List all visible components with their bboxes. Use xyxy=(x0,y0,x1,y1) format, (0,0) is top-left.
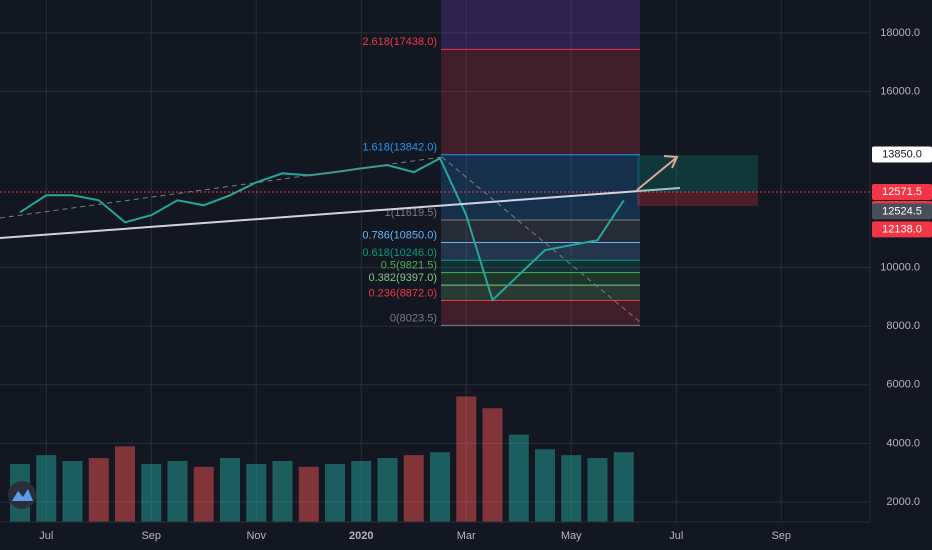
volume-bar xyxy=(508,434,529,522)
fib-zone xyxy=(441,49,640,155)
volume-bar xyxy=(587,458,608,522)
fib-zone xyxy=(441,260,640,273)
volume-bar xyxy=(88,458,109,522)
y-tick-label: 10000.0 xyxy=(880,261,920,273)
fib-label: 2.618(17438.0) xyxy=(362,36,437,48)
fib-label: 0.5(9821.5) xyxy=(381,260,437,272)
x-tick-label: Sep xyxy=(141,530,161,542)
volume-bar xyxy=(430,452,450,522)
volume-bar xyxy=(272,461,293,522)
volume-bar xyxy=(403,455,424,522)
volume-bar xyxy=(220,458,240,522)
price-tag xyxy=(872,221,932,238)
x-tick-label: Jul xyxy=(39,530,53,542)
fib-zone xyxy=(441,154,640,220)
x-tick-label: Nov xyxy=(246,530,266,542)
fib-label: 1(11619.5) xyxy=(385,207,437,219)
x-tick-label: Jul xyxy=(669,530,683,542)
volume-bar xyxy=(456,396,477,522)
plot: 2.618(17438.0) 1.618(13842.0) 1(11619.5) 0.… xyxy=(0,0,870,522)
fib-label: 1.618(13842.0) xyxy=(362,142,437,154)
arrow xyxy=(636,157,677,191)
fib-label: 0.382(9397.0) xyxy=(369,272,438,284)
volume-bar xyxy=(298,466,319,522)
logo xyxy=(8,481,36,509)
volume-bar xyxy=(561,455,582,522)
x-tick-label: Mar xyxy=(457,530,476,542)
trendline xyxy=(0,187,681,239)
x-tick-label: May xyxy=(561,530,582,542)
volume-bar xyxy=(36,455,57,522)
long-position-loss xyxy=(637,192,758,206)
price-tag-label: 12571.5 xyxy=(882,186,922,198)
price-axis xyxy=(870,0,932,550)
price-tag xyxy=(872,184,932,201)
fib-zone xyxy=(441,300,640,326)
x-tick-label: Sep xyxy=(771,530,791,542)
fib-zone xyxy=(441,285,640,301)
fib-zone xyxy=(441,219,640,243)
price-tag xyxy=(872,146,932,163)
price-tag-label: 12524.5 xyxy=(882,205,922,217)
volume-bar xyxy=(167,461,188,522)
volume-bar xyxy=(535,449,555,522)
volume-bar xyxy=(482,408,503,522)
fib-zone xyxy=(441,242,640,261)
volume-bar xyxy=(115,446,135,522)
y-tick-label: 6000.0 xyxy=(886,379,920,391)
y-tick-label: 4000.0 xyxy=(886,437,920,449)
fib-label: 0(8023.5) xyxy=(390,312,437,324)
price-tag xyxy=(872,203,932,220)
price-tag-label: 13850.0 xyxy=(882,148,922,160)
long-position-profit xyxy=(637,155,758,192)
y-tick-label: 18000.0 xyxy=(880,27,920,39)
y-tick-label: 2000.0 xyxy=(886,496,920,508)
fib-zone-top xyxy=(441,0,640,50)
volume-bar xyxy=(351,461,372,522)
dashed-trend xyxy=(441,156,641,323)
volume-bar xyxy=(377,458,398,522)
x-tick-label: 2020 xyxy=(349,530,373,542)
y-tick-label: 16000.0 xyxy=(880,85,920,97)
volume-bar xyxy=(193,466,214,522)
arrow-head xyxy=(663,155,679,169)
fib-zone xyxy=(441,272,640,286)
dashed-trend xyxy=(0,156,443,219)
y-tick-label: 8000.0 xyxy=(886,320,920,332)
fib-label: 0.786(10850.0) xyxy=(362,229,437,241)
volume-bar xyxy=(141,463,162,522)
volume-bar xyxy=(613,452,634,522)
volume-bar xyxy=(62,461,83,522)
price-tag-label: 12138.0 xyxy=(882,223,922,235)
fib-label: 0.236(8872.0) xyxy=(369,287,438,299)
volume-bar xyxy=(246,463,267,522)
volume-bar xyxy=(325,463,345,522)
fib-label: 0.618(10246.0) xyxy=(362,247,437,259)
